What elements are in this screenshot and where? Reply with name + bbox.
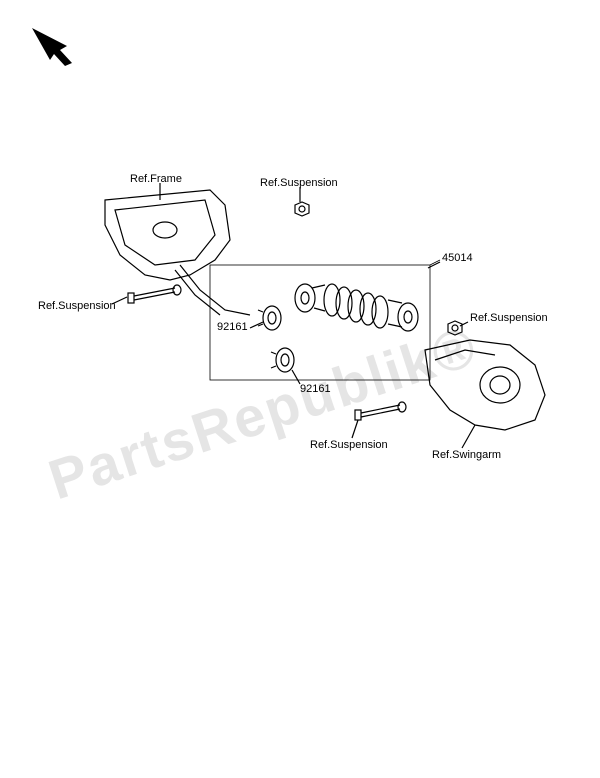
label-92161-bottom: 92161 xyxy=(300,383,331,395)
top-nut xyxy=(295,202,309,216)
label-ref-suspension-right: Ref.Suspension xyxy=(470,312,548,324)
label-ref-suspension-bottom: Ref.Suspension xyxy=(310,439,388,451)
label-ref-suspension-left: Ref.Suspension xyxy=(38,300,116,312)
label-ref-swingarm: Ref.Swingarm xyxy=(432,449,501,461)
right-nut xyxy=(448,321,462,335)
bushing-top xyxy=(258,306,281,330)
shock-absorber xyxy=(295,284,418,331)
label-45014: 45014 xyxy=(442,252,473,264)
frame-bracket xyxy=(105,190,250,315)
label-ref-frame: Ref.Frame xyxy=(130,173,182,185)
label-ref-suspension-top: Ref.Suspension xyxy=(260,177,338,189)
bushing-bottom xyxy=(271,348,294,372)
label-92161-top: 92161 xyxy=(217,321,248,333)
left-bolt xyxy=(128,285,181,303)
diagram-container: PartsRepublik® xyxy=(0,0,600,778)
bottom-bolt xyxy=(355,402,406,420)
swingarm-bracket xyxy=(425,340,545,430)
